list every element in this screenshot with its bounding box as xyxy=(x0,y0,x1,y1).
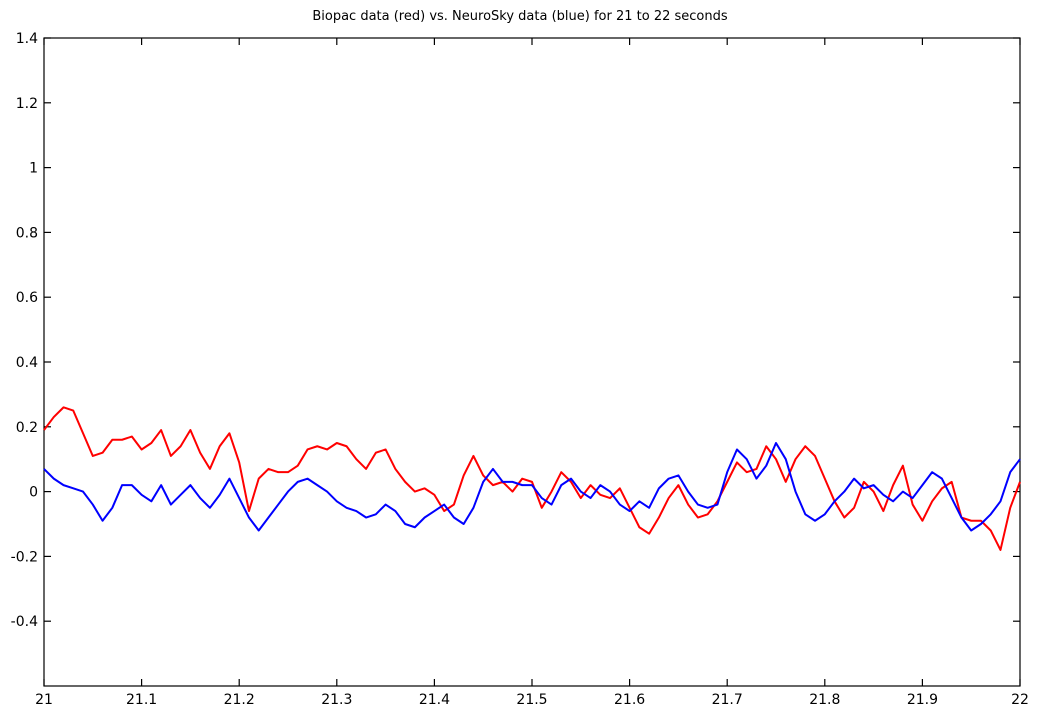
series-line-blue xyxy=(43,442,1021,532)
series-line-red xyxy=(43,406,1021,551)
y-tick-label: 0.4 xyxy=(16,355,38,371)
x-tick-label: 21.3 xyxy=(321,692,352,708)
x-tick-label: 21.2 xyxy=(224,692,255,708)
x-tick-label: 21.9 xyxy=(907,692,938,708)
x-tick-label: 21.7 xyxy=(712,692,743,708)
y-tick-label: 0.8 xyxy=(16,225,38,241)
axis-ticks xyxy=(43,37,1021,686)
y-tick-label: 1.2 xyxy=(16,96,38,112)
x-tick-label: 21 xyxy=(35,692,53,708)
x-tick-label: 21.8 xyxy=(809,692,840,708)
y-tick-label: 1 xyxy=(29,161,38,177)
x-tick-label: 21.4 xyxy=(419,692,450,708)
y-tick-label: -0.4 xyxy=(11,614,38,630)
x-tick-label: 21.1 xyxy=(126,692,157,708)
y-tick-label: -0.2 xyxy=(11,549,38,565)
y-tick-label: 0.6 xyxy=(16,290,38,306)
chart-title: Biopac data (red) vs. NeuroSky data (blu… xyxy=(312,9,728,24)
x-tick-label: 21.6 xyxy=(614,692,645,708)
y-tick-label: 0 xyxy=(29,485,38,501)
axis-tick-labels: 21 21.1 21.2 21.3 21.4 21.5 21.6 21.7 21.8 21.9 22… xyxy=(11,31,1029,708)
plot-frame xyxy=(43,37,1021,687)
y-tick-label: 0.2 xyxy=(16,420,38,436)
x-tick-label: 22 xyxy=(1011,692,1029,708)
series-layer xyxy=(43,406,1021,551)
x-tick-label: 21.5 xyxy=(516,692,547,708)
y-tick-label: 1.4 xyxy=(16,31,38,47)
